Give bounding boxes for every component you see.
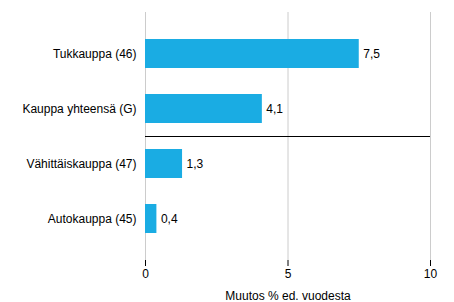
svg-text:Kauppa yhteensä (G): Kauppa yhteensä (G) (22, 102, 136, 116)
svg-text:Tukkauppa (46): Tukkauppa (46) (53, 47, 137, 61)
svg-text:10: 10 (424, 267, 438, 281)
svg-text:0,4: 0,4 (161, 212, 178, 226)
svg-text:Vähittäiskauppa (47): Vähittäiskauppa (47) (26, 157, 136, 171)
svg-text:1,3: 1,3 (187, 157, 204, 171)
svg-text:7,5: 7,5 (363, 47, 380, 61)
svg-text:Autokauppa (45): Autokauppa (45) (48, 212, 137, 226)
svg-text:4,1: 4,1 (266, 102, 283, 116)
svg-text:5: 5 (285, 267, 292, 281)
svg-text:Muutos % ed. vuodesta: Muutos % ed. vuodesta (225, 289, 351, 302)
svg-text:0: 0 (142, 267, 149, 281)
